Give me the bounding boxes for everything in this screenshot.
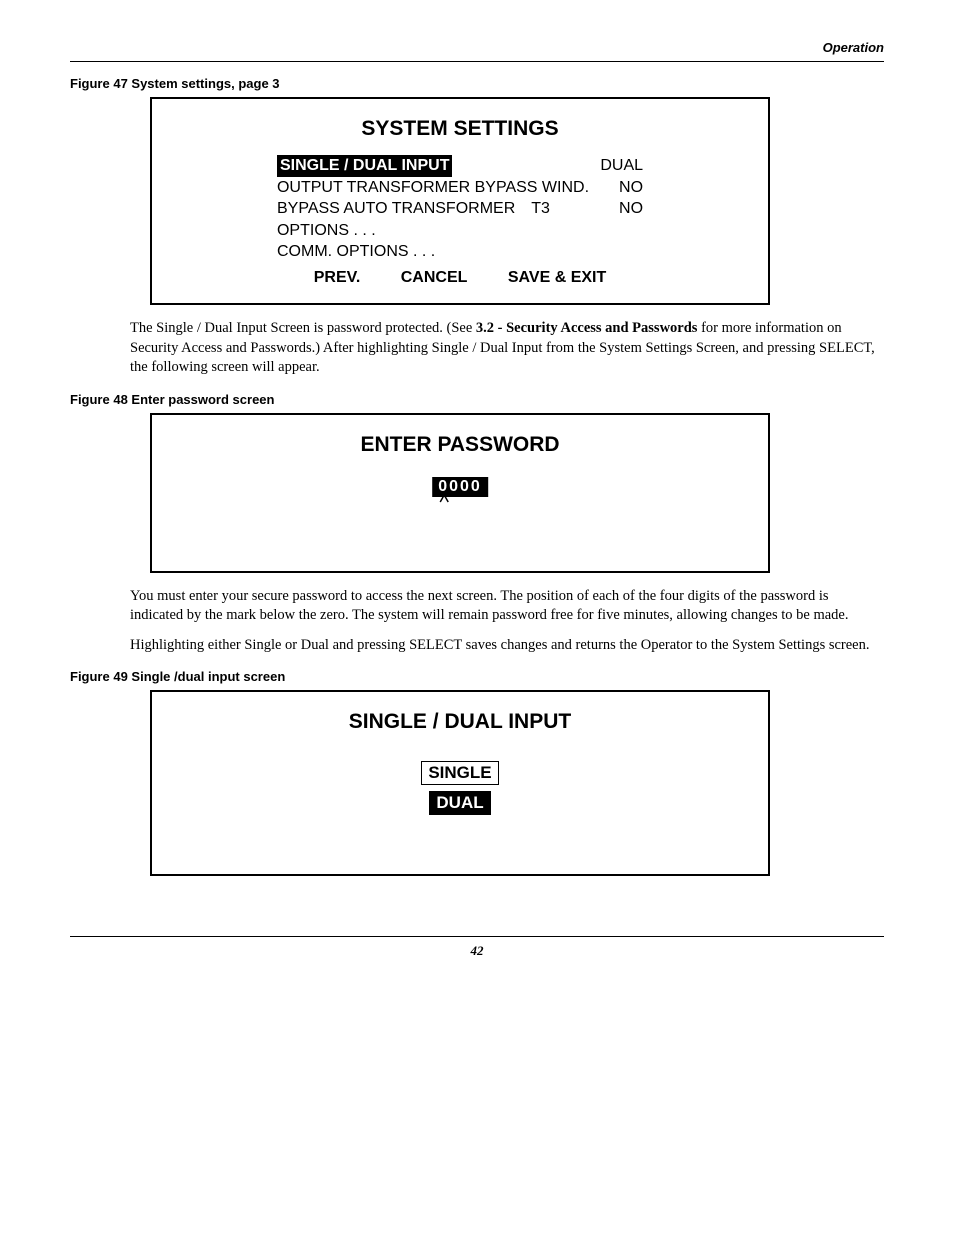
paragraph-1: The Single / Dual Input Screen is passwo…: [130, 319, 884, 378]
footer-rule: [70, 936, 884, 937]
single-dual-options: SINGLE DUAL: [176, 748, 744, 858]
single-dual-input-panel: SINGLE / DUAL INPUT SINGLE DUAL: [150, 690, 770, 876]
setting-label: BYPASS AUTO TRANSFORMER T3: [277, 198, 550, 220]
page-number: 42: [70, 943, 884, 959]
figure-48-caption: Figure 48 Enter password screen: [70, 392, 884, 407]
panel-buttons: PREV. CANCEL SAVE & EXIT: [277, 269, 643, 287]
para1-text-a: The Single / Dual Input Screen is passwo…: [130, 320, 476, 336]
setting-label: COMM. OPTIONS . . .: [277, 241, 435, 263]
setting-label: SINGLE / DUAL INPUT: [277, 155, 453, 177]
password-field-wrap[interactable]: 0000: [432, 477, 488, 503]
dual-option[interactable]: DUAL: [429, 791, 490, 815]
enter-password-panel: ENTER PASSWORD 0000: [150, 413, 770, 573]
enter-password-title: ENTER PASSWORD: [176, 433, 744, 457]
paragraph-2: You must enter your secure password to a…: [130, 587, 884, 626]
paragraph-3: Highlighting either Single or Dual and p…: [130, 636, 884, 656]
password-value: 0000: [432, 477, 488, 497]
setting-row-options[interactable]: OPTIONS . . .: [277, 220, 643, 242]
prev-button[interactable]: PREV.: [314, 269, 361, 286]
setting-row-bypass-auto[interactable]: BYPASS AUTO TRANSFORMER T3 NO: [277, 198, 643, 220]
figure-49-caption: Figure 49 Single /dual input screen: [70, 669, 884, 684]
para1-bold-ref: 3.2 - Security Access and Passwords: [476, 320, 698, 336]
setting-row-single-dual[interactable]: SINGLE / DUAL INPUT DUAL: [277, 155, 643, 177]
single-dual-title: SINGLE / DUAL INPUT: [176, 710, 744, 734]
section-header: Operation: [70, 40, 884, 55]
single-option[interactable]: SINGLE: [421, 761, 498, 785]
setting-label: OUTPUT TRANSFORMER BYPASS WIND.: [277, 177, 589, 199]
setting-value: NO: [619, 177, 643, 199]
cancel-button[interactable]: CANCEL: [401, 269, 468, 286]
setting-label: OPTIONS . . .: [277, 220, 376, 242]
setting-value: NO: [619, 198, 643, 220]
header-rule: [70, 61, 884, 62]
system-settings-title: SYSTEM SETTINGS: [176, 117, 744, 141]
setting-row-output-transformer[interactable]: OUTPUT TRANSFORMER BYPASS WIND. NO: [277, 177, 643, 199]
save-exit-button[interactable]: SAVE & EXIT: [508, 269, 606, 286]
setting-row-comm-options[interactable]: COMM. OPTIONS . . .: [277, 241, 643, 263]
figure-47-caption: Figure 47 System settings, page 3: [70, 76, 884, 91]
setting-value: DUAL: [600, 155, 643, 177]
system-settings-panel: SYSTEM SETTINGS SINGLE / DUAL INPUT DUAL…: [150, 97, 770, 305]
system-settings-body: SINGLE / DUAL INPUT DUAL OUTPUT TRANSFOR…: [277, 155, 643, 287]
